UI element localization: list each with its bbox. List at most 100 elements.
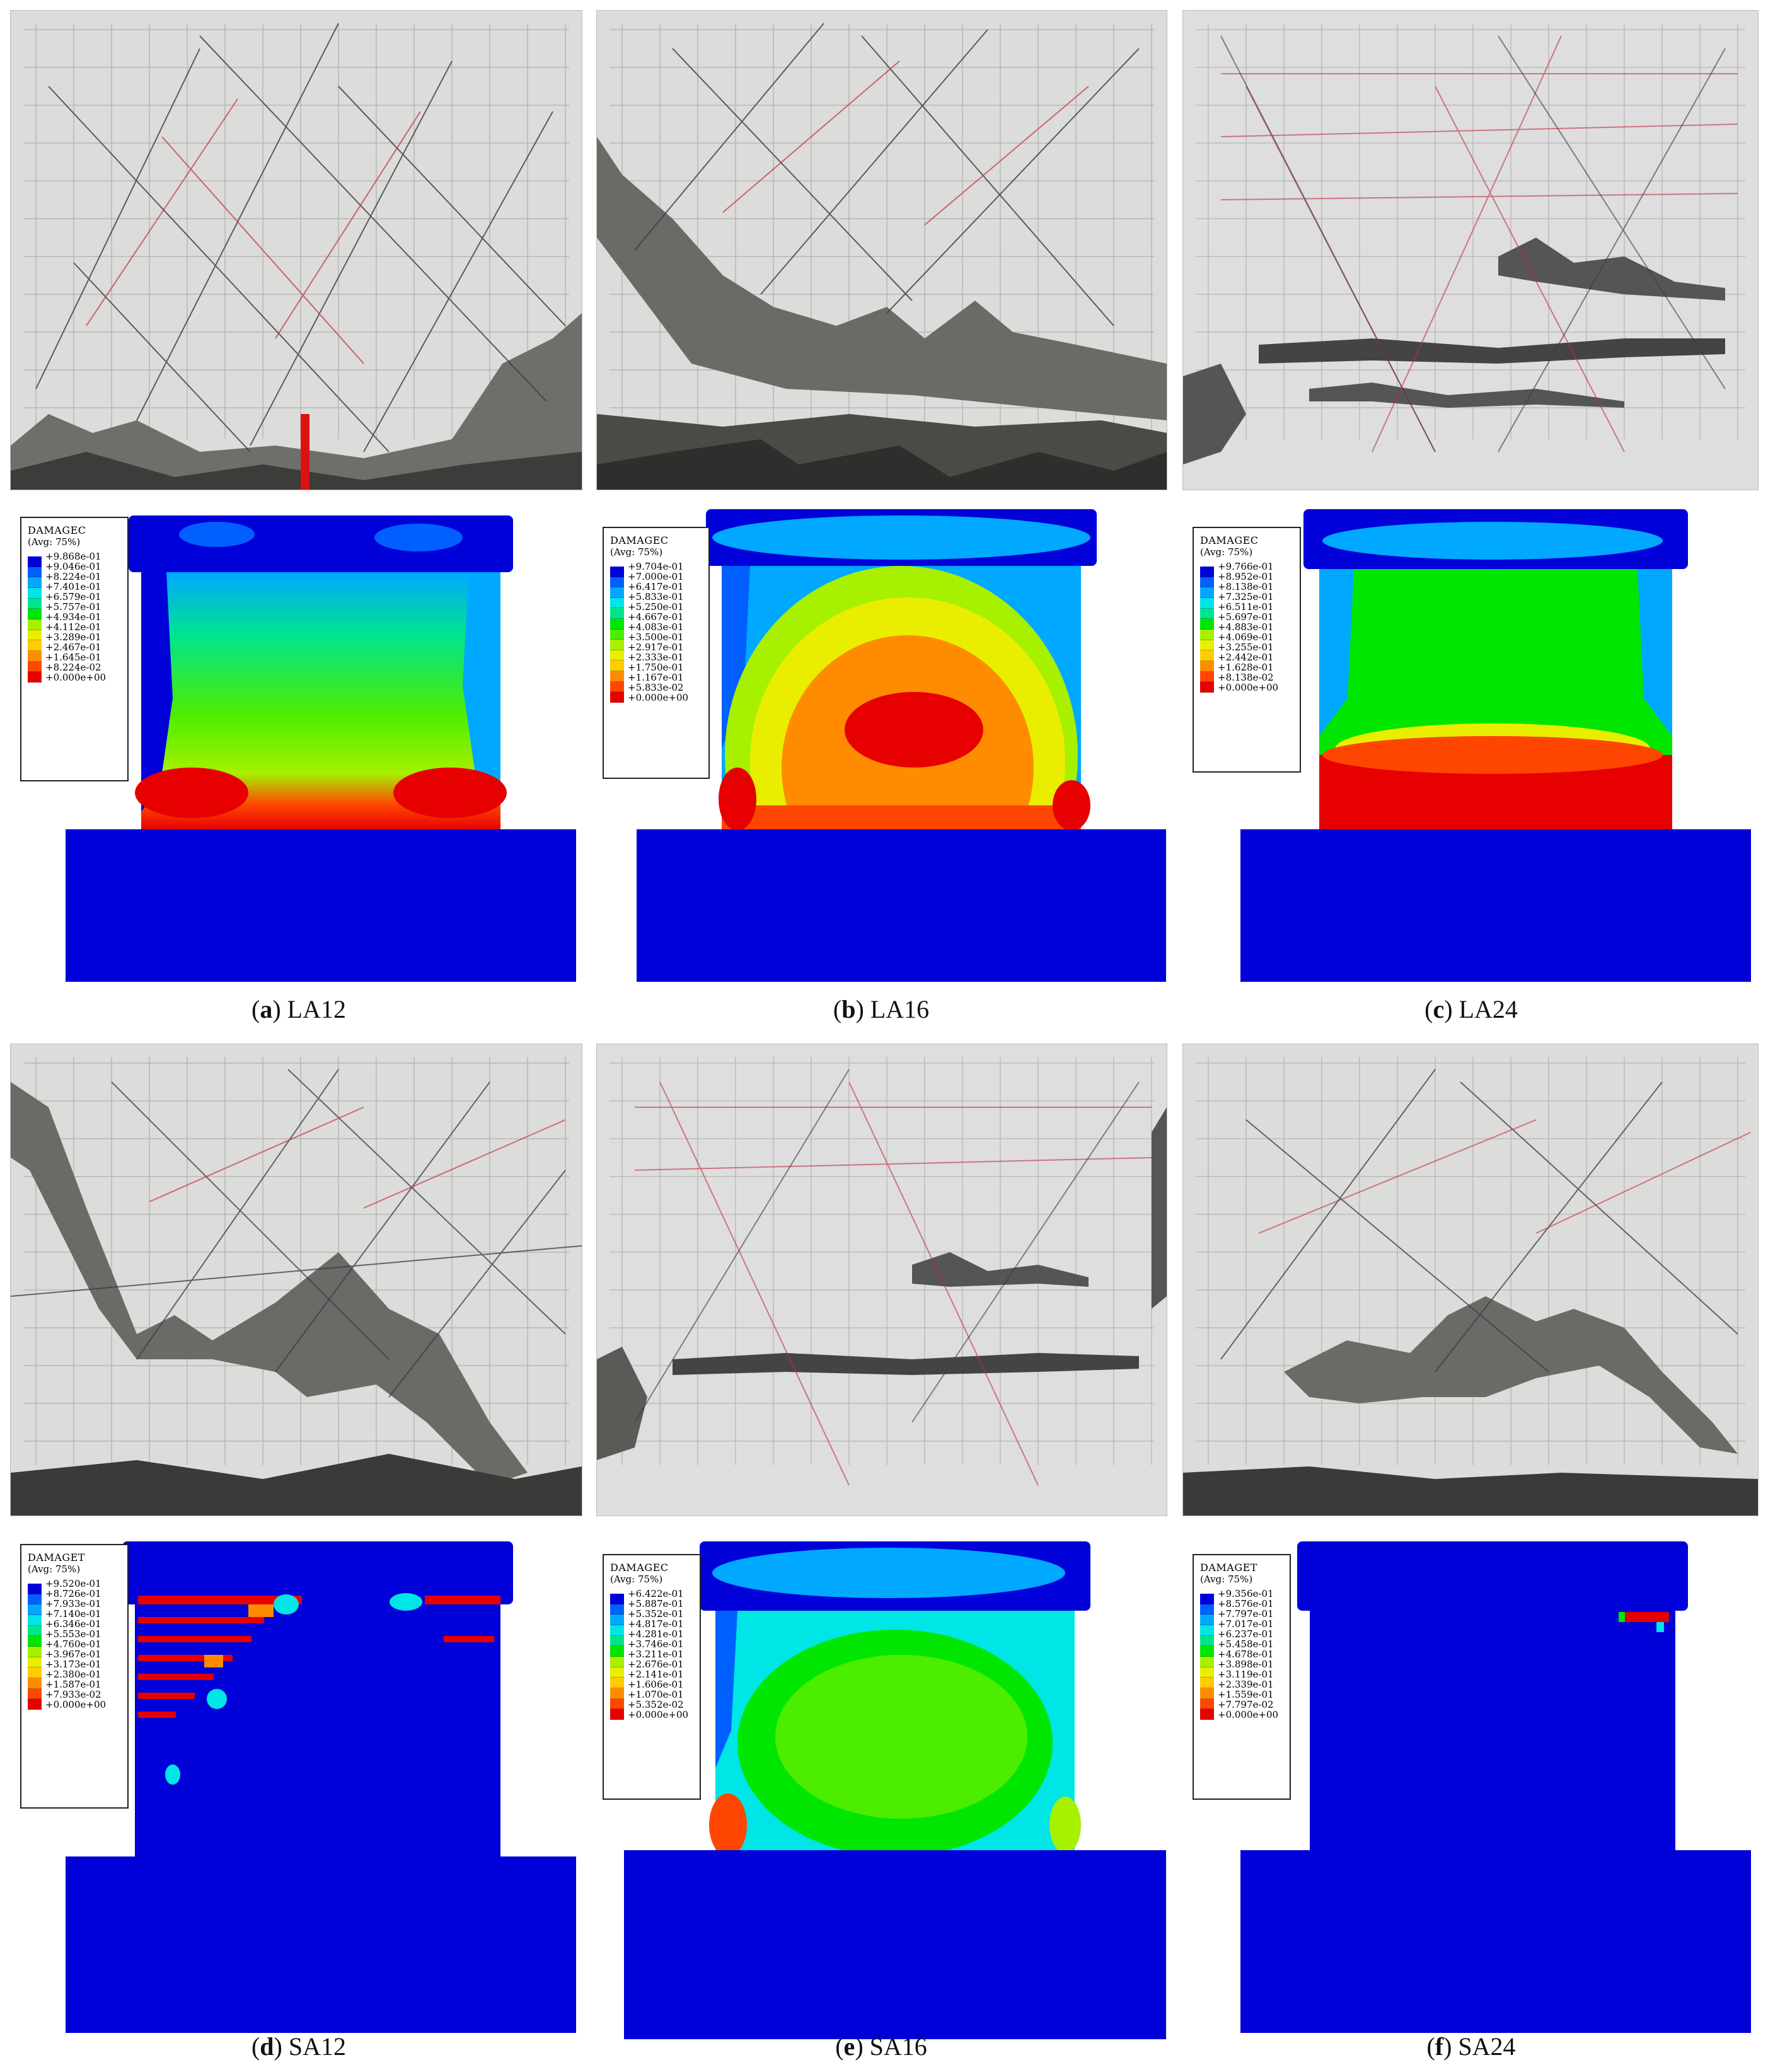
legend-swatch [1200, 567, 1214, 577]
legend-swatch [1200, 671, 1214, 682]
legend-value: +2.442e-01 [1218, 652, 1274, 663]
legend-value: +7.797e-01 [1218, 1608, 1274, 1620]
legend-swatch [610, 1594, 624, 1604]
legend-value: +2.380e-01 [45, 1669, 101, 1680]
legend-value: +3.500e-01 [628, 631, 684, 643]
legend-swatch [610, 1667, 624, 1678]
photo-sa16 [596, 1044, 1167, 1516]
legend-sa24: DAMAGET (Avg: 75%) +9.356e-01 +8.576e-01 +… [1193, 1554, 1291, 1800]
legend-swatch [610, 1625, 624, 1636]
legend-value: +4.883e-01 [1218, 621, 1274, 633]
legend-value: +5.250e-01 [628, 601, 684, 613]
legend-swatch [28, 588, 42, 599]
legend-value: +4.817e-01 [628, 1618, 684, 1630]
legend-value: +9.704e-01 [628, 561, 684, 572]
legend-swatch [1200, 630, 1214, 640]
legend-value: +0.000e+00 [45, 672, 107, 683]
legend-swatch [610, 1678, 624, 1689]
legend-swatch [610, 1698, 624, 1710]
legend-swatch [1200, 598, 1214, 609]
legend-swatch [1200, 640, 1214, 651]
legend-swatch [1200, 577, 1214, 588]
legend-swatch [28, 1678, 42, 1689]
legend-subtitle: (Avg: 75%) [610, 546, 663, 558]
legend-swatch [28, 1604, 42, 1616]
legend-swatch [610, 1604, 624, 1615]
legend-title: DAMAGEC [28, 524, 86, 536]
legend-swatch [610, 640, 624, 650]
fea-la24 [1240, 509, 1757, 982]
legend-values: +9.520e-01 +8.726e-01 +7.933e-01 +7.140e-01… [45, 1579, 106, 1710]
legend-title: DAMAGEC [610, 534, 669, 546]
legend-swatch [610, 692, 624, 703]
legend-swatch [28, 630, 42, 641]
fea-sa12 [66, 1541, 582, 2033]
legend-color-bar [1200, 567, 1214, 693]
legend-swatch [28, 1615, 42, 1626]
legend-title: DAMAGET [1200, 1562, 1257, 1574]
legend-value: +1.167e-01 [628, 672, 684, 683]
legend-swatch [1200, 661, 1214, 672]
legend-color-bar [28, 1584, 42, 1710]
legend-swatch [610, 577, 624, 588]
legend-title: DAMAGEC [1200, 534, 1259, 546]
legend-value: +7.401e-01 [45, 581, 101, 592]
legend-subtitle: (Avg: 75%) [610, 1574, 663, 1585]
legend-value: +4.083e-01 [628, 621, 684, 633]
legend-value: +5.458e-01 [1218, 1638, 1274, 1650]
legend-value: +3.173e-01 [45, 1659, 101, 1670]
legend-swatch [28, 1594, 42, 1605]
legend-swatch [28, 567, 42, 578]
legend-subtitle: (Avg: 75%) [28, 536, 81, 548]
fea-la16 [637, 509, 1172, 982]
legend-subtitle: (Avg: 75%) [1200, 1574, 1253, 1585]
legend-value: +4.934e-01 [45, 611, 101, 623]
legend-swatch [1200, 608, 1214, 619]
legend-title: DAMAGEC [610, 1562, 669, 1574]
legend-swatch [28, 556, 42, 567]
legend-title: DAMAGET [28, 1551, 85, 1563]
legend-sa16: DAMAGEC (Avg: 75%) +6.422e-01 +5.887e-01 +… [603, 1554, 701, 1800]
legend-value: +4.760e-01 [45, 1638, 101, 1650]
legend-color-bar [610, 567, 624, 703]
legend-value: +7.000e-01 [628, 571, 684, 582]
legend-values: +9.356e-01 +8.576e-01 +7.797e-01 +7.017e-01… [1218, 1589, 1278, 1720]
legend-value: +4.112e-01 [45, 621, 101, 633]
legend-value: +3.967e-01 [45, 1649, 101, 1660]
legend-value: +0.000e+00 [628, 1709, 689, 1720]
legend-swatch [1200, 1688, 1214, 1699]
legend-value: +3.898e-01 [1218, 1659, 1274, 1670]
legend-subtitle: (Avg: 75%) [28, 1563, 81, 1575]
legend-value: +7.325e-01 [1218, 591, 1274, 602]
legend-value: +6.346e-01 [45, 1618, 101, 1630]
legend-swatch [28, 1625, 42, 1637]
legend-swatch [28, 651, 42, 662]
caption-la12: (a) LA12 [251, 995, 346, 1023]
legend-swatch [610, 629, 624, 640]
legend-swatch [28, 661, 42, 672]
legend-swatch [1200, 587, 1214, 599]
legend-swatch [28, 1699, 42, 1710]
legend-value: +2.467e-01 [45, 642, 101, 653]
legend-swatch [610, 671, 624, 682]
legend-subtitle: (Avg: 75%) [1200, 546, 1253, 558]
photo-la16 [596, 10, 1167, 490]
legend-value: +2.339e-01 [1218, 1679, 1274, 1690]
legend-value: +6.511e-01 [1218, 601, 1274, 613]
caption-la24: (c) LA24 [1424, 995, 1518, 1023]
legend-value: +1.587e-01 [45, 1679, 101, 1690]
caption-sa16: (e) SA16 [835, 2032, 927, 2061]
legend-value: +5.697e-01 [1218, 611, 1274, 623]
legend-value: +6.237e-01 [1218, 1628, 1274, 1640]
legend-value: +9.868e-01 [45, 551, 101, 562]
legend-value: +6.579e-01 [45, 591, 101, 602]
legend-swatch [610, 1657, 624, 1667]
legend-value: +5.833e-02 [628, 682, 684, 693]
legend-value: +2.676e-01 [628, 1659, 684, 1670]
legend-value: +6.417e-01 [628, 581, 684, 592]
legend-color-bar [610, 1594, 624, 1720]
legend-value: +8.138e-02 [1218, 672, 1274, 683]
legend-value: +0.000e+00 [1218, 682, 1279, 693]
legend-swatch [1200, 650, 1214, 662]
legend-value: +1.559e-01 [1218, 1689, 1274, 1700]
